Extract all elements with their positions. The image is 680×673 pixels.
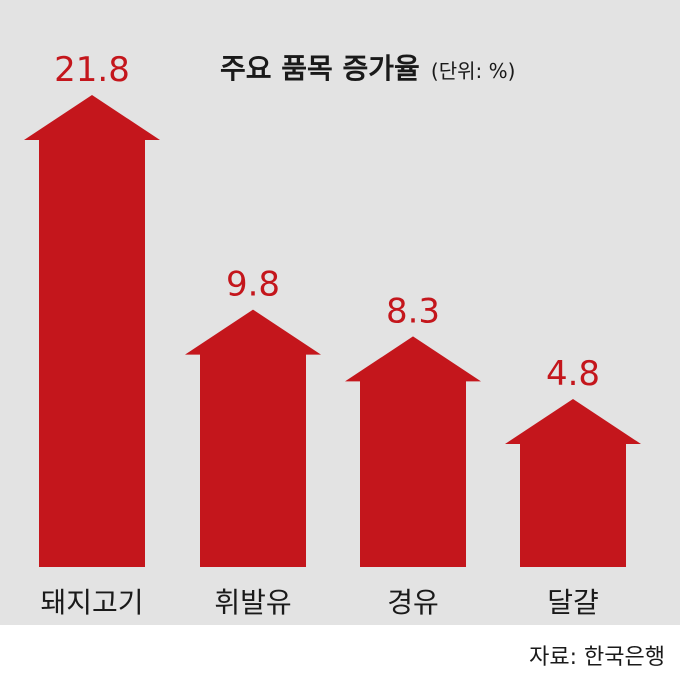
category-label: 돼지고기	[40, 586, 143, 619]
arrow-bar-4	[505, 399, 641, 567]
value-label: 9.8	[226, 265, 280, 305]
arrow-bar-1	[24, 95, 160, 567]
chart-title-group: 주요 품목 증가율 (단위: %)	[220, 52, 515, 85]
category-label: 경유	[387, 586, 439, 619]
value-label: 4.8	[546, 354, 600, 394]
category-label: 휘발유	[214, 586, 291, 619]
value-label: 21.8	[54, 50, 130, 90]
value-label: 8.3	[386, 291, 440, 331]
chart-unit: (단위: %)	[431, 59, 516, 83]
chart-marks: 21.8 돼지고기 9.8 휘발유 8.3 경유 4.8 달걀	[24, 50, 641, 619]
arrow-bar-3	[345, 336, 481, 567]
arrow-bar-2	[185, 309, 321, 567]
chart-title: 주요 품목 증가율	[220, 52, 420, 85]
category-label: 달걀	[547, 586, 599, 619]
source-note: 자료: 한국은행	[529, 645, 665, 670]
